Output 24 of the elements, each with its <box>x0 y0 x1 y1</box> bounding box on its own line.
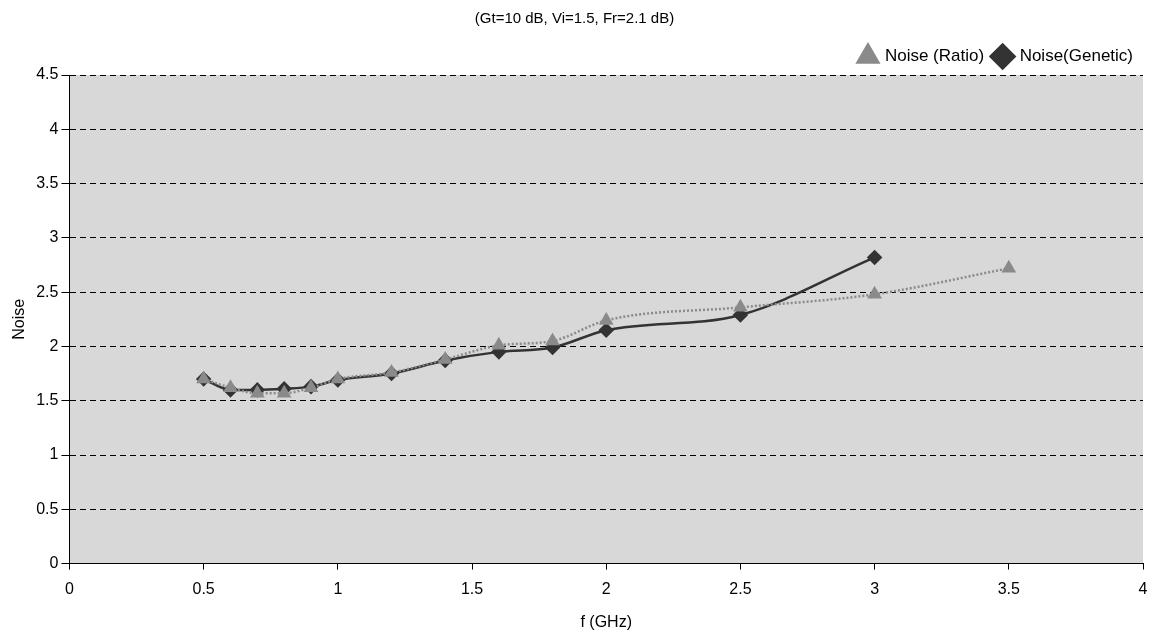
x-axis-title: f (GHz) <box>580 612 632 630</box>
x-tick-label: 2.5 <box>729 579 752 597</box>
y-tick-label: 4 <box>49 119 59 137</box>
chart-title: (Gt=10 dB, Vi=1.5, Fr=2.1 dB) <box>474 9 675 27</box>
y-tick-label: 2 <box>49 336 59 354</box>
x-tick-label: 3 <box>870 579 880 597</box>
y-tick-label: 2.5 <box>36 282 59 300</box>
x-tick-label: 1 <box>333 579 343 597</box>
legend-label: Noise (Ratio) <box>884 46 985 66</box>
y-tick-label: 0.5 <box>36 499 59 517</box>
y-tick-label: 0 <box>49 554 59 572</box>
y-tick-label: 3 <box>49 228 59 246</box>
x-tick-label: 1.5 <box>460 579 484 597</box>
x-tick-label: 0 <box>64 579 74 597</box>
x-tick-label: 0.5 <box>192 579 215 597</box>
legend-label: Noise(Genetic) <box>1019 46 1133 66</box>
y-tick-label: 1 <box>49 445 59 463</box>
y-tick-label: 1.5 <box>36 391 59 409</box>
y-axis-title: Noise <box>10 298 28 340</box>
y-tick-label: 4.5 <box>36 65 59 83</box>
y-tick-label: 3.5 <box>36 173 59 191</box>
x-tick-label: 4 <box>1138 579 1148 597</box>
x-tick-label: 3.5 <box>997 579 1021 597</box>
x-tick-label: 2 <box>601 579 611 597</box>
